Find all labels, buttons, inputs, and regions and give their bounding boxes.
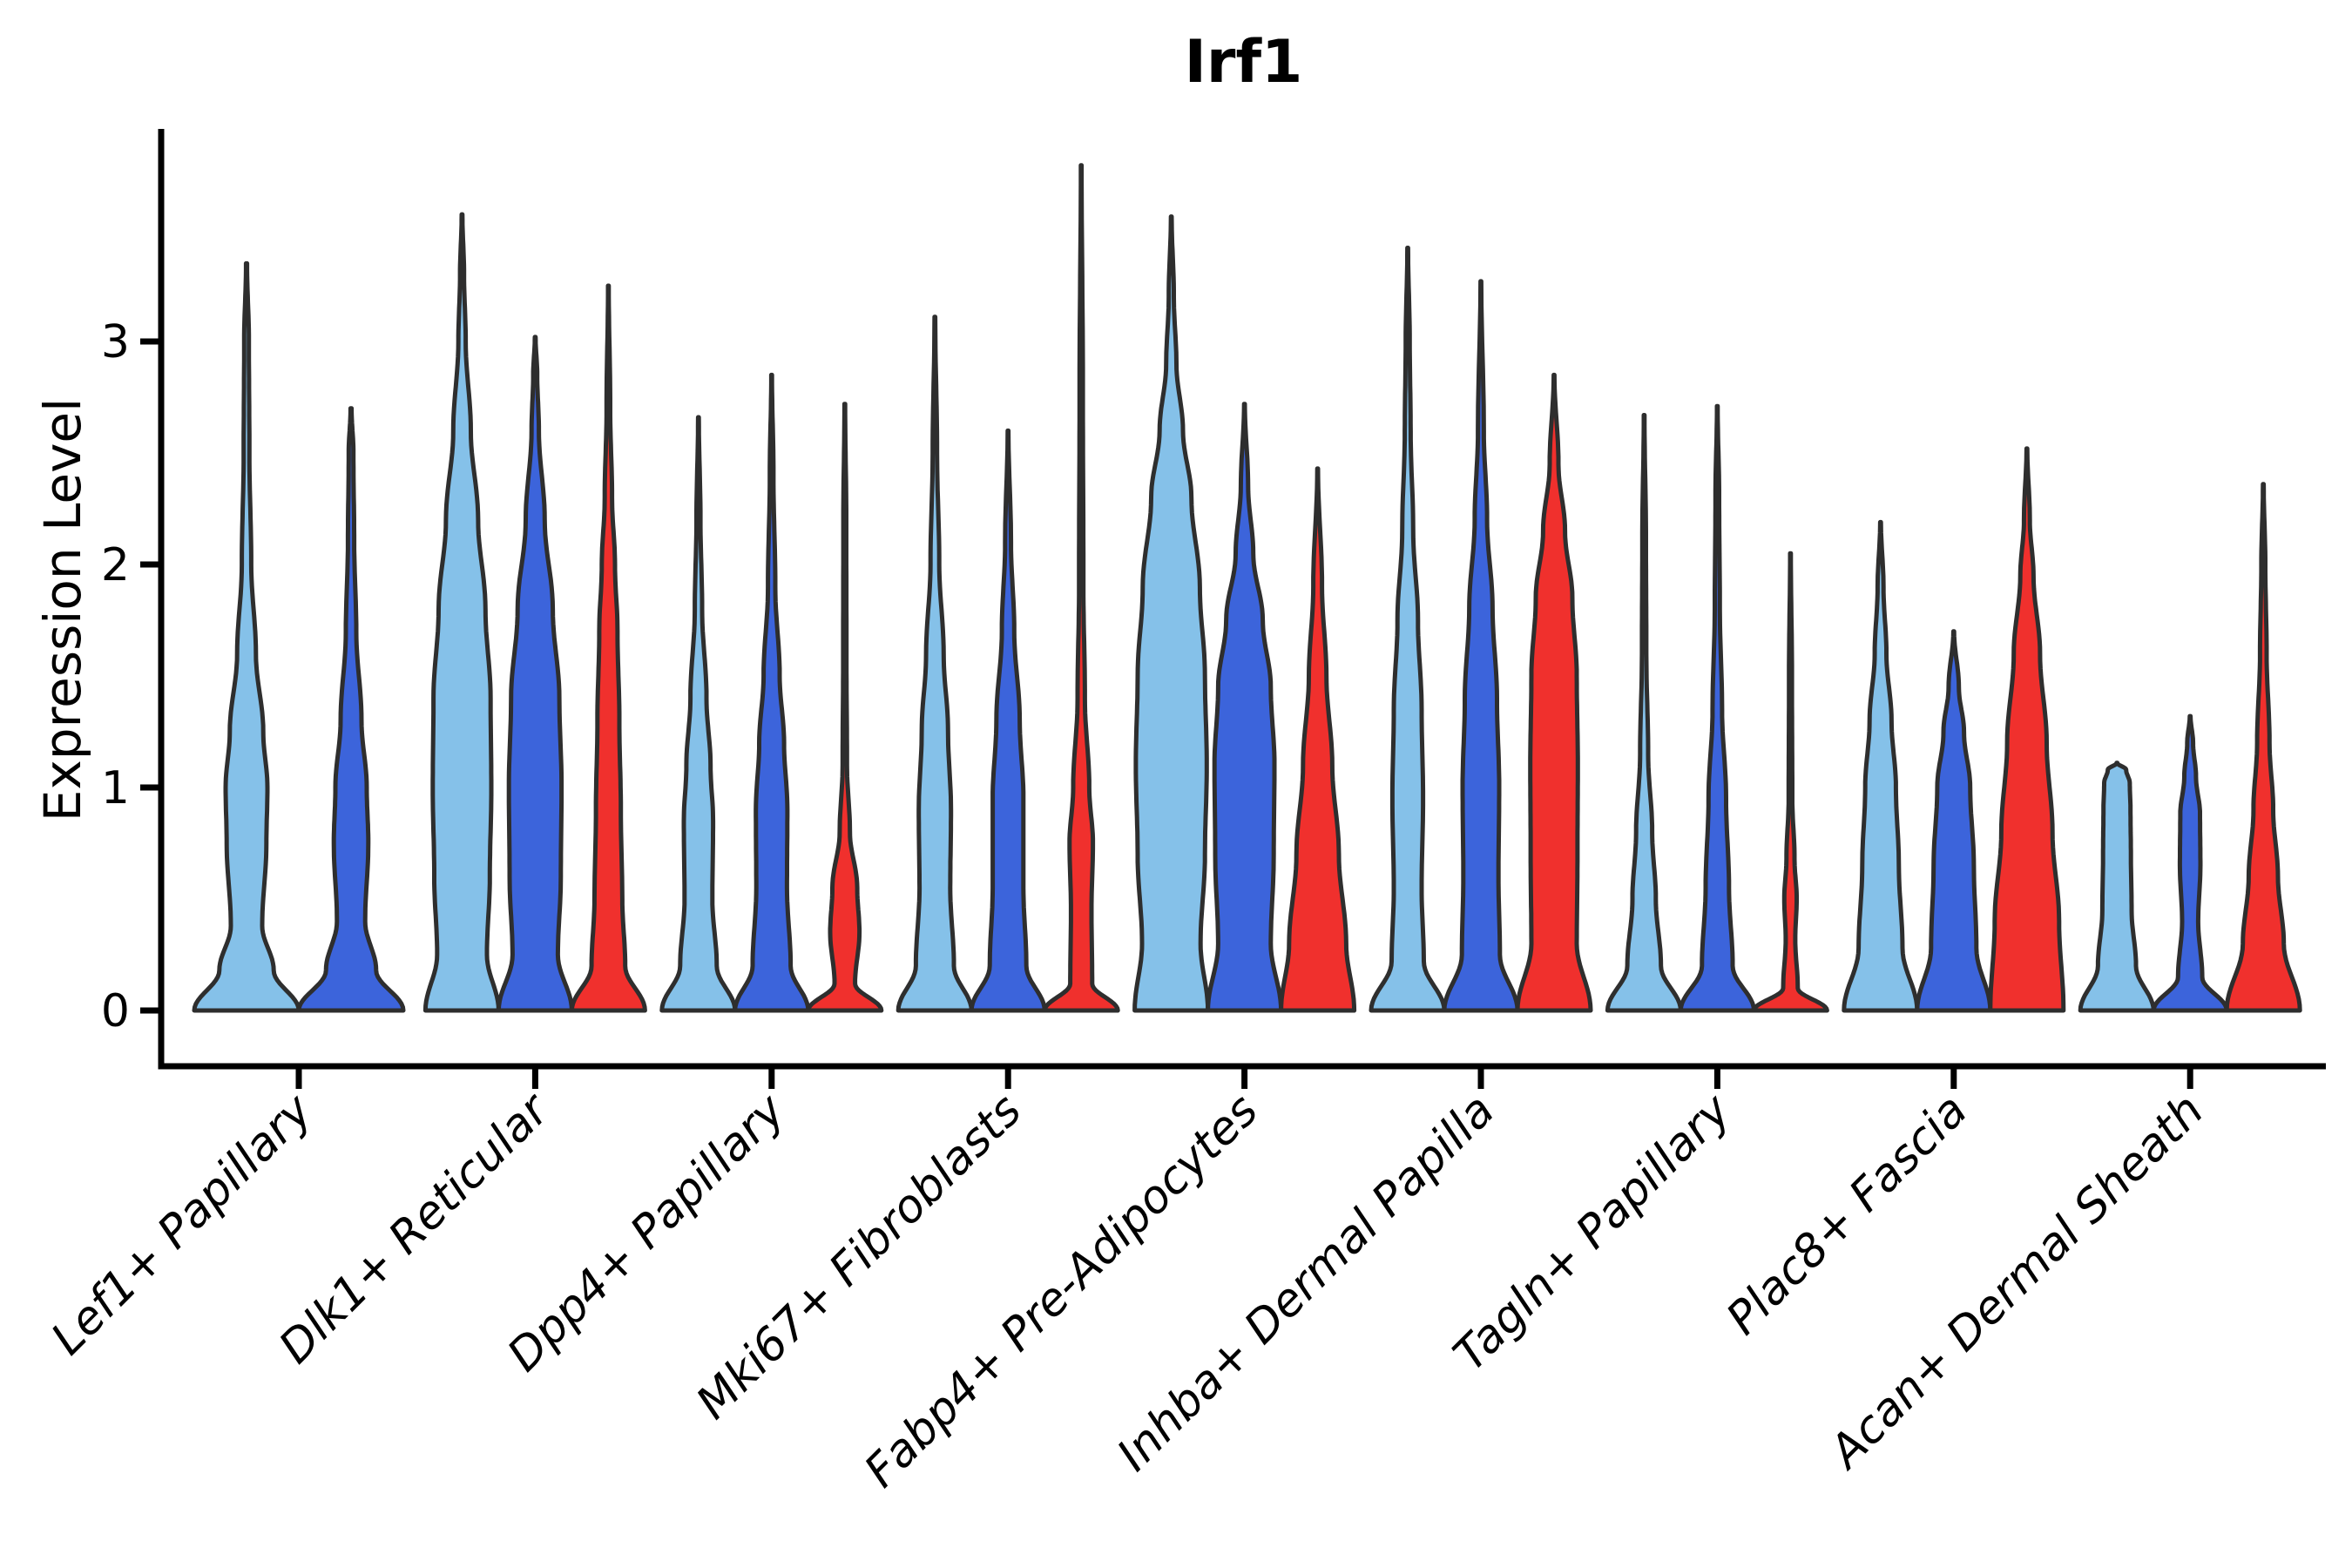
- y-tick-label: 3: [101, 316, 130, 368]
- violin-group2-dark_blue: [496, 335, 574, 1013]
- violin-group6-red: [1515, 372, 1593, 1013]
- violin-group7-dark_blue: [1678, 403, 1756, 1013]
- violin-group9-light_blue: [2078, 760, 2156, 1013]
- violin-group7-light_blue: [1605, 413, 1683, 1013]
- violin-group2-light_blue: [422, 212, 501, 1013]
- x-tick-label-8: Plac8+ Fascia: [1717, 1085, 1977, 1345]
- y-tick-label: 1: [101, 762, 130, 814]
- y-tick-label: 0: [101, 985, 130, 1037]
- violin-group9-red: [2224, 482, 2302, 1013]
- violin-group8-light_blue: [1842, 519, 1920, 1013]
- violin-group5-red: [1279, 466, 1357, 1013]
- violin-group7-red: [1751, 551, 1829, 1013]
- violin-group8-red: [1988, 446, 2066, 1013]
- violin-group1-dark_blue: [296, 406, 406, 1013]
- violin-group9-dark_blue: [2151, 713, 2229, 1013]
- violin-group3-dark_blue: [733, 372, 811, 1013]
- x-tick-label-6: Inhba+ Dermal Papilla: [1107, 1085, 1504, 1482]
- violin-group8-dark_blue: [1915, 629, 1993, 1013]
- violin-group5-light_blue: [1132, 214, 1211, 1013]
- violin-group6-dark_blue: [1442, 279, 1520, 1013]
- violin-group6-light_blue: [1369, 246, 1447, 1013]
- x-tick-label-5: Fabp4+ Pre-Adipocytes: [855, 1085, 1268, 1498]
- y-tick-label: 2: [101, 539, 130, 591]
- violin-group1-light_blue: [192, 260, 301, 1013]
- violin-group3-red: [806, 402, 884, 1013]
- x-tick-label-1: Lef1+ Papillary: [42, 1084, 323, 1365]
- violin-group2-red: [569, 283, 647, 1013]
- x-tick-label-9: Acan+ Dermal Sheath: [1818, 1085, 2213, 1480]
- violin-group5-dark_blue: [1206, 402, 1284, 1013]
- violin-group3-light_blue: [659, 415, 738, 1013]
- violin-group4-red: [1042, 163, 1120, 1013]
- violin-group4-dark_blue: [969, 428, 1047, 1013]
- violin-group4-light_blue: [896, 314, 974, 1013]
- chart-title: Irf1: [1184, 28, 1303, 97]
